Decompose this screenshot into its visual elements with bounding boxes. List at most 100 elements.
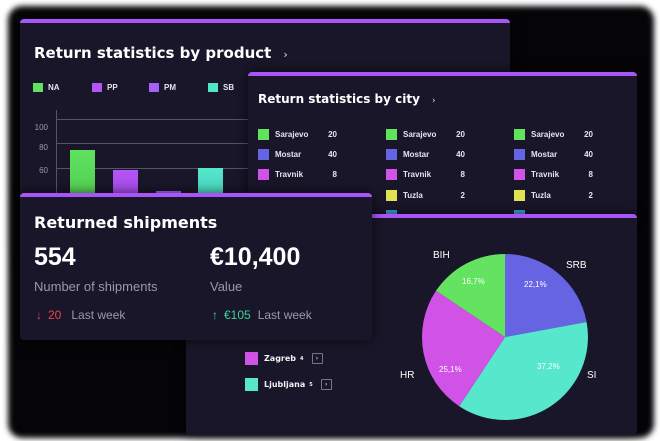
chevron-right-icon[interactable]: › xyxy=(283,48,288,61)
legend-swatch xyxy=(208,83,218,92)
city-row: Tuzla 2 xyxy=(386,190,465,201)
pie-chart[interactable] xyxy=(420,252,590,422)
city-name: Mostar xyxy=(531,150,558,159)
value-delta: ↑ €105 Last week xyxy=(212,308,312,322)
city-name: Tuzla xyxy=(403,191,423,200)
city-value: 2 xyxy=(588,191,593,200)
pie-slice-srb[interactable] xyxy=(505,254,587,337)
legend-item-na: NA xyxy=(33,83,60,92)
product-stats-title[interactable]: Return statistics by product › xyxy=(34,44,288,62)
y-tick: 80 xyxy=(39,143,48,152)
city-swatch-partial xyxy=(386,210,397,216)
city-row: Travnik 8 xyxy=(258,169,337,180)
shipments-value: €10,400 xyxy=(210,243,301,271)
city-row: Sarajevo 20 xyxy=(258,129,337,140)
city-value: 40 xyxy=(328,150,337,159)
city-swatch xyxy=(386,169,397,180)
city-name: Travnik xyxy=(275,170,304,179)
city-value: 8 xyxy=(588,170,593,179)
returned-shipments-panel: Returned shipments 554 Number of shipmen… xyxy=(20,193,372,340)
city-name: Sarajevo xyxy=(403,130,437,139)
panel-accent-bar xyxy=(20,193,372,197)
y-tick: 60 xyxy=(39,166,48,175)
pie-pct-si: 37,2% xyxy=(537,362,560,371)
city-name: Travnik xyxy=(531,170,560,179)
city-name: Sarajevo xyxy=(275,130,309,139)
legend-label: SB xyxy=(223,83,235,92)
panel-accent-bar xyxy=(20,19,510,23)
panel-accent-bar xyxy=(248,72,637,76)
city-row: Travnik 8 xyxy=(514,169,593,180)
city-row: Mostar 40 xyxy=(514,149,593,160)
y-tick: 100 xyxy=(34,123,48,132)
legend-swatch xyxy=(245,378,258,391)
city-value: 8 xyxy=(332,170,337,179)
chevron-right-icon[interactable]: › xyxy=(431,96,436,106)
value-delta-value: €105 xyxy=(224,308,251,322)
city-swatch xyxy=(386,190,397,201)
city-row: Sarajevo 20 xyxy=(386,129,465,140)
legend-swatch xyxy=(149,83,159,92)
pie-slice-hr[interactable] xyxy=(421,290,505,407)
pie-pct-srb: 22,1% xyxy=(524,280,547,289)
legend-swatch xyxy=(33,83,43,92)
city-swatch xyxy=(514,190,525,201)
legend-item-pm: PM xyxy=(149,83,176,92)
city-value: 20 xyxy=(328,130,337,139)
shipments-delta: ↓ 20 Last week xyxy=(36,308,125,322)
city-swatch xyxy=(514,169,525,180)
shipments-count: 554 xyxy=(34,243,76,271)
city-value: 20 xyxy=(456,130,465,139)
arrow-down-icon: ↓ xyxy=(36,308,42,322)
city-swatch xyxy=(386,129,397,140)
city-stats-panel: Return statistics by city › Sarajevo 20 Mo… xyxy=(248,72,637,217)
pie-slice-bih[interactable] xyxy=(436,253,505,337)
legend-item-sb: SB xyxy=(208,83,234,92)
delta-period-label: Last week xyxy=(71,308,126,322)
chevron-right-icon[interactable]: › xyxy=(311,353,323,364)
city-stats-title[interactable]: Return statistics by city › xyxy=(258,92,436,106)
legend-name: Zagreb xyxy=(264,354,297,363)
city-row: Tuzla 2 xyxy=(514,190,593,201)
shipments-delta-value: 20 xyxy=(48,308,62,322)
city-swatch xyxy=(514,149,525,160)
legend-swatch xyxy=(92,83,102,92)
pie-label-hr: HR xyxy=(400,370,415,381)
pie-slice-si[interactable] xyxy=(459,322,588,420)
city-row: Travnik 8 xyxy=(386,169,465,180)
pie-label-bih: BIH xyxy=(433,250,450,261)
city-value: 20 xyxy=(584,130,593,139)
city-value: 40 xyxy=(456,150,465,159)
city-swatch xyxy=(258,149,269,160)
delta-period-label: Last week xyxy=(257,308,312,322)
returned-shipments-title: Returned shipments xyxy=(34,213,218,232)
city-name: Mostar xyxy=(275,150,302,159)
city-swatch xyxy=(258,169,269,180)
panel-accent-bar xyxy=(186,214,637,218)
legend-swatch xyxy=(245,352,258,365)
legend-item-pp: PP xyxy=(92,83,118,92)
shipments-count-label: Number of shipments xyxy=(34,279,158,294)
pie-pct-hr: 25,1% xyxy=(439,365,462,374)
city-value: 2 xyxy=(460,191,465,200)
pie-pct-bih: 16,7% xyxy=(462,277,485,286)
y-axis xyxy=(56,110,57,259)
legend-count: 5 xyxy=(309,381,313,388)
city-name: Mostar xyxy=(403,150,430,159)
city-swatch xyxy=(514,129,525,140)
legend-count: 4 xyxy=(300,355,304,362)
legend-item-ljubljana: Ljubljana 5 › xyxy=(245,378,332,391)
city-swatch-partial xyxy=(514,210,525,216)
product-stats-title-text: Return statistics by product xyxy=(34,44,272,62)
legend-label: NA xyxy=(48,83,60,92)
city-value: 8 xyxy=(460,170,465,179)
city-row: Sarajevo 20 xyxy=(514,129,593,140)
pie-label-srb: SRB xyxy=(566,260,587,271)
legend-label: PM xyxy=(164,83,176,92)
city-row: Mostar 40 xyxy=(258,149,337,160)
chevron-right-icon[interactable]: › xyxy=(320,379,332,390)
city-name: Tuzla xyxy=(531,191,551,200)
city-name: Travnik xyxy=(403,170,432,179)
legend-name: Ljubljana xyxy=(264,380,306,389)
city-row: Mostar 40 xyxy=(386,149,465,160)
